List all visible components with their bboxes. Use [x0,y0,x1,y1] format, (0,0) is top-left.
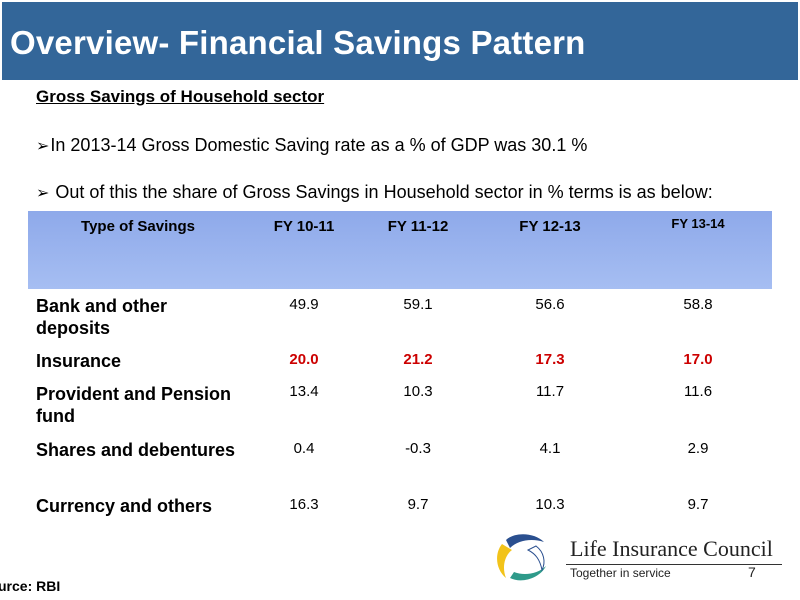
table-cell: 16.3 [289,496,319,513]
bullet-text: In 2013-14 Gross Domestic Saving rate as… [50,135,588,155]
source-note: urce: RBI [0,578,61,594]
table-cell: 49.9 [289,296,319,313]
row-label-provident-pension: Provident and Pension fund [36,384,232,426]
table-cell: 59.1 [403,296,433,313]
table-cell: -0.3 [405,440,431,457]
row-label-currency-others: Currency and others [36,496,213,516]
column-header-type: Type of Savings [81,218,195,235]
column-header-fy10-11: FY 10-11 [273,218,335,235]
column-header-fy13-14: FY 13-14 [671,216,725,231]
bullet-household-share: ➢ Out of this the share of Gross Savings… [36,181,756,205]
logo-tagline: Together in service [570,566,671,580]
table-cell-highlight: 20.0 [289,351,319,368]
column-header-fy12-13: FY 12-13 [519,218,581,235]
table-header-band [28,211,772,289]
row-label-shares-debentures: Shares and debentures [36,440,236,460]
council-emblem-icon [497,534,546,581]
table-cell: 58.8 [683,296,713,313]
table-cell: 10.3 [535,496,565,513]
table-cell: 9.7 [687,496,709,513]
column-header-fy11-12: FY 11-12 [387,218,449,235]
table-cell: 2.9 [687,440,709,457]
bullet-text: Out of this the share of Gross Savings i… [50,182,713,202]
table-cell: 9.7 [407,496,429,513]
table-cell: 4.1 [539,440,561,457]
table-cell: 10.3 [403,383,433,400]
arrow-bullet-icon: ➢ [36,185,50,202]
table-cell-highlight: 17.3 [535,351,565,368]
row-label-bank-deposits: Bank and other deposits [36,296,168,338]
section-subtitle: Gross Savings of Household sector [36,87,325,106]
table-cell: 11.7 [535,383,565,400]
row-label-insurance: Insurance [36,351,122,371]
page-number: 7 [748,564,756,580]
table-cell: 13.4 [289,383,319,400]
arrow-bullet-icon: ➢ [36,138,50,155]
table-cell-highlight: 21.2 [403,351,433,368]
logo-divider [566,564,782,565]
table-cell-highlight: 17.0 [683,351,713,368]
table-cell: 11.6 [683,383,713,400]
page-title: Overview- Financial Savings Pattern [10,24,586,61]
title-bar: Overview- Financial Savings Pattern [2,2,798,80]
table-cell: 0.4 [293,440,315,457]
life-insurance-council-logo: Life Insurance Council Together in servi… [492,530,786,582]
bullet-gdp-saving: ➢In 2013-14 Gross Domestic Saving rate a… [36,134,756,158]
logo-wordmark: Life Insurance Council [570,536,773,561]
table-cell: 56.6 [535,296,565,313]
